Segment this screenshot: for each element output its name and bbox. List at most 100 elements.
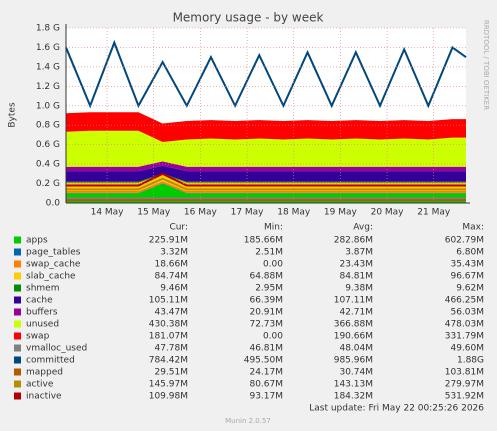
stat-value: 331.79M: [445, 332, 484, 342]
area: [66, 130, 466, 167]
stat-value: 184.32M: [334, 392, 373, 402]
version: Munin 2.0.57: [225, 417, 271, 425]
stat-value: 42.71M: [339, 308, 373, 318]
stat-value: 66.39M: [249, 296, 283, 306]
stat-value: 9.62M: [456, 284, 484, 294]
y-tick-label: 1.8 G: [36, 24, 60, 34]
y-tick-label: 0.4 G: [36, 160, 60, 170]
x-tick-label: 20 May: [371, 208, 405, 218]
y-tick-label: 0.6 G: [36, 140, 60, 150]
stat-value: 29.51M: [154, 368, 188, 378]
stat-value: 181.07M: [149, 332, 188, 342]
stat-value: 478.03M: [445, 320, 484, 330]
stat-value: 84.81M: [339, 272, 373, 282]
y-tick-label: 1.4 G: [36, 62, 60, 72]
line: [65, 39, 467, 109]
stat-value: 64.88M: [249, 272, 283, 282]
legend-label: inactive: [26, 392, 62, 402]
y-tick-label: 0.8 G: [36, 121, 60, 131]
stat-value: 9.46M: [160, 284, 188, 294]
stat-value: 145.97M: [149, 380, 188, 390]
stat-value: 20.91M: [249, 308, 283, 318]
stat-value: 985.96M: [334, 356, 373, 366]
stat-value: 143.13M: [334, 380, 373, 390]
stat-value: 3.87M: [345, 248, 373, 258]
x-tick-label: 16 May: [184, 208, 218, 218]
stat-value: 784.42M: [149, 356, 188, 366]
legend-swatch: [14, 356, 21, 364]
line: [66, 172, 466, 187]
x-tick-label: 18 May: [277, 208, 311, 218]
legend-label: page_tables: [26, 248, 81, 258]
stat-value: 43.47M: [154, 308, 188, 318]
x-tick-label: 19 May: [324, 208, 358, 218]
stat-value: 96.67M: [450, 272, 484, 282]
stats-header: Min:: [264, 223, 283, 233]
legend-swatch: [14, 392, 21, 400]
y-tick-label: 0.2 G: [36, 179, 60, 189]
stat-value: 107.11M: [334, 296, 373, 306]
stat-value: 18.66M: [154, 260, 188, 270]
legend-label: cache: [26, 296, 53, 306]
stats-header: Max:: [462, 223, 484, 233]
area: [66, 165, 466, 182]
stat-value: 531.92M: [445, 392, 484, 402]
footer: Last update: Fri May 22 00:25:26 2026: [309, 404, 484, 414]
stat-value: 93.17M: [249, 392, 283, 402]
stat-value: 47.78M: [154, 344, 188, 354]
legend-label: apps: [26, 236, 48, 246]
legend-swatch: [14, 272, 21, 280]
stat-value: 80.67M: [249, 380, 283, 390]
stat-value: 3.32M: [160, 248, 188, 258]
legend-label: slab_cache: [26, 272, 76, 282]
legend-swatch: [14, 236, 21, 244]
legend-label: swap_cache: [26, 260, 81, 270]
legend-swatch: [14, 248, 21, 256]
stats-header: Avg:: [353, 223, 373, 233]
stat-value: 84.74M: [154, 272, 188, 282]
legend-label: buffers: [26, 308, 58, 318]
x-tick-label: 17 May: [231, 208, 265, 218]
stat-value: 56.03M: [450, 308, 484, 318]
stat-value: 23.43M: [339, 260, 373, 270]
stat-value: 0.00: [263, 260, 283, 270]
stat-value: 0.00: [263, 332, 283, 342]
legend-label: swap: [26, 332, 50, 342]
stat-value: 24.17M: [249, 368, 283, 378]
legend-swatch: [14, 332, 21, 340]
chart-title: Memory usage - by week: [173, 11, 324, 25]
stat-value: 49.60M: [450, 344, 484, 354]
stat-value: 48.04M: [339, 344, 373, 354]
stats-header: Cur:: [169, 223, 188, 233]
stat-value: 2.51M: [255, 248, 283, 258]
legend-swatch: [14, 260, 21, 268]
legend-label: shmem: [26, 284, 59, 294]
stat-value: 190.66M: [334, 332, 373, 342]
stat-value: 282.86M: [334, 236, 373, 246]
y-tick-label: 1.0 G: [36, 101, 60, 111]
stat-value: 72.73M: [249, 320, 283, 330]
x-tick-label: 14 May: [91, 208, 125, 218]
x-tick-label: 21 May: [417, 208, 451, 218]
y-tick-label: 1.6 G: [36, 43, 60, 53]
stat-value: 225.91M: [149, 236, 188, 246]
legend-label: committed: [26, 356, 75, 366]
legend-swatch: [14, 380, 21, 388]
stat-value: 35.43M: [450, 260, 484, 270]
legend-label: active: [26, 380, 54, 390]
stat-value: 185.66M: [244, 236, 283, 246]
stat-value: 30.74M: [339, 368, 373, 378]
stat-value: 466.25M: [445, 296, 484, 306]
stat-value: 9.38M: [345, 284, 373, 294]
side-text: RRDTOOL / TOBI OETIKER: [482, 20, 490, 110]
area: [66, 112, 466, 142]
line: [66, 177, 466, 191]
area: [66, 181, 466, 193]
stat-value: 602.79M: [445, 236, 484, 246]
legend-swatch: [14, 368, 21, 376]
stat-value: 103.81M: [445, 368, 484, 378]
stat-value: 2.95M: [255, 284, 283, 294]
legend-swatch: [14, 320, 21, 328]
y-tick-label: 1.2 G: [36, 82, 60, 92]
